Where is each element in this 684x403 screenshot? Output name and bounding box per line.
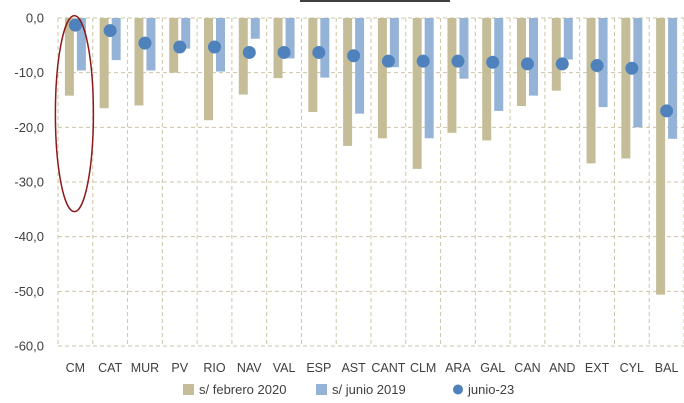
category-label-rio: RIO xyxy=(203,361,226,375)
point-can xyxy=(521,57,534,71)
highlight-ellipse xyxy=(54,14,95,213)
category-label-ext: EXT xyxy=(585,361,610,375)
category-label-clm: CLM xyxy=(410,361,436,375)
x-axis-category-labels: CM CAT MUR PV RIO NAV VAL ESP AST CANT CLM ARA GAL CA… xyxy=(66,361,679,375)
y-tick-label: -40,0 xyxy=(14,229,44,244)
bar-1-can xyxy=(529,18,538,96)
chart-title-fragment xyxy=(300,0,450,2)
bar-1-clm xyxy=(424,18,434,139)
point-nav xyxy=(242,45,256,59)
bar-1-esp xyxy=(320,18,330,78)
category-label-mur: MUR xyxy=(131,361,159,375)
bar-1-ara xyxy=(459,18,469,79)
bar-0-nav xyxy=(238,18,248,95)
legend-label-2: junio-23 xyxy=(467,382,514,397)
point-bal xyxy=(660,104,674,118)
bar-0-esp xyxy=(308,18,318,113)
category-label-can: CAN xyxy=(514,361,540,375)
points xyxy=(68,18,674,118)
category-label-cm: CM xyxy=(66,361,85,375)
legend-swatch-2 xyxy=(453,384,463,395)
category-label-pv: PV xyxy=(171,361,188,375)
category-label-and: AND xyxy=(549,361,575,375)
legend: s/ febrero 2020 s/ junio 2019 junio-23 xyxy=(183,382,514,397)
bar-0-ara xyxy=(447,18,457,133)
point-ext xyxy=(590,59,604,73)
point-ara xyxy=(451,54,465,68)
category-label-esp: ESP xyxy=(306,361,331,375)
point-cant xyxy=(381,54,395,68)
bar-0-and xyxy=(551,18,561,91)
bar-0-ext xyxy=(586,18,596,164)
bar-0-bal xyxy=(656,18,666,295)
category-label-val: VAL xyxy=(273,361,296,375)
legend-swatch-0 xyxy=(183,384,194,395)
highlight-ellipse-shape xyxy=(54,14,95,213)
y-tick-label: -30,0 xyxy=(14,175,44,190)
bar-0-val xyxy=(273,18,283,79)
point-gal xyxy=(486,55,500,69)
bar-1-bal xyxy=(668,18,678,139)
point-and xyxy=(555,57,569,71)
category-label-ast: AST xyxy=(341,361,366,375)
y-tick-label: -10,0 xyxy=(14,65,44,80)
bar-1-and xyxy=(563,18,573,60)
bar-0-cat xyxy=(99,18,109,109)
point-val xyxy=(277,45,291,59)
point-pv xyxy=(173,40,187,54)
category-label-gal: GAL xyxy=(480,361,505,375)
y-tick-label: -50,0 xyxy=(14,284,44,299)
point-mur xyxy=(138,36,152,50)
title-cropped-edge xyxy=(300,0,450,2)
bar-0-gal xyxy=(482,18,492,141)
bar-1-pv xyxy=(181,18,191,49)
bar-0-rio xyxy=(204,18,213,121)
y-tick-label: -20,0 xyxy=(14,120,44,135)
y-axis-tick-labels: 0,0 -10,0 -20,0 -30,0 -40,0 -50,0 -60,0 xyxy=(14,11,44,354)
y-tick-label: 0,0 xyxy=(26,11,44,26)
bar-0-cant xyxy=(377,18,387,139)
point-cyl xyxy=(625,61,639,75)
bar-0-cyl xyxy=(621,18,631,159)
point-ast xyxy=(347,49,361,63)
category-label-nav: NAV xyxy=(237,361,262,375)
bar-1-ext xyxy=(598,18,608,108)
bar-0-ast xyxy=(343,18,353,146)
bar-1-cant xyxy=(389,18,399,68)
legend-label-0: s/ febrero 2020 xyxy=(199,382,286,397)
gridlines xyxy=(57,17,684,347)
bar-1-cm xyxy=(76,18,86,71)
bar-0-clm xyxy=(412,18,422,169)
bar-0-cm xyxy=(64,18,74,96)
point-rio xyxy=(208,40,221,54)
legend-swatch-1 xyxy=(316,384,327,395)
category-label-cant: CANT xyxy=(371,361,405,375)
legend-label-1: s/ junio 2019 xyxy=(332,382,406,397)
bars xyxy=(64,18,678,295)
bar-1-cat xyxy=(111,18,121,61)
point-esp xyxy=(312,45,326,59)
point-clm xyxy=(416,54,430,68)
bar-1-ast xyxy=(355,18,365,114)
bar-1-cyl xyxy=(633,18,643,128)
point-cm xyxy=(68,18,82,32)
category-label-bal: BAL xyxy=(655,361,679,375)
y-tick-label: -60,0 xyxy=(14,339,44,354)
category-label-cat: CAT xyxy=(98,361,122,375)
category-label-cyl: CYL xyxy=(620,361,644,375)
point-cat xyxy=(103,24,117,38)
bar-1-nav xyxy=(250,18,260,39)
category-label-ara: ARA xyxy=(445,361,471,375)
bar-0-mur xyxy=(134,18,144,106)
bar-1-val xyxy=(285,18,295,59)
